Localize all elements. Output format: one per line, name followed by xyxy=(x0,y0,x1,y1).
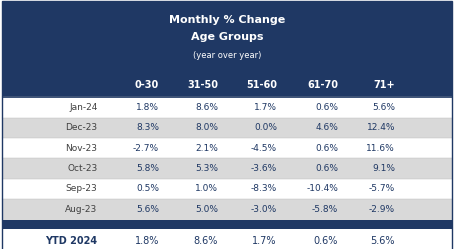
Text: 5.8%: 5.8% xyxy=(136,164,159,173)
Text: 9.1%: 9.1% xyxy=(372,164,395,173)
Text: 0.6%: 0.6% xyxy=(315,164,338,173)
Text: 5.0%: 5.0% xyxy=(195,205,218,214)
Bar xyxy=(2,158,452,179)
Text: 5.6%: 5.6% xyxy=(370,236,395,246)
Bar xyxy=(2,220,452,229)
Text: 5.6%: 5.6% xyxy=(136,205,159,214)
Bar xyxy=(2,1,452,72)
Bar xyxy=(2,72,452,97)
Text: Sep-23: Sep-23 xyxy=(66,185,98,193)
Text: Oct-23: Oct-23 xyxy=(67,164,98,173)
Text: -3.6%: -3.6% xyxy=(251,164,277,173)
Text: YTD 2024: YTD 2024 xyxy=(45,236,98,246)
Text: Monthly % Change: Monthly % Change xyxy=(169,15,285,25)
Text: 8.3%: 8.3% xyxy=(136,123,159,132)
Text: 5.3%: 5.3% xyxy=(195,164,218,173)
Text: 1.7%: 1.7% xyxy=(252,236,277,246)
Text: 8.0%: 8.0% xyxy=(195,123,218,132)
Text: 71+: 71+ xyxy=(373,80,395,90)
Bar xyxy=(2,229,452,249)
Bar xyxy=(2,199,452,220)
Text: -5.8%: -5.8% xyxy=(312,205,338,214)
Text: 1.7%: 1.7% xyxy=(254,103,277,112)
Text: 31-50: 31-50 xyxy=(187,80,218,90)
Text: -10.4%: -10.4% xyxy=(306,185,338,193)
Text: 0.6%: 0.6% xyxy=(314,236,338,246)
Bar xyxy=(2,118,452,138)
Text: 1.0%: 1.0% xyxy=(195,185,218,193)
Text: 2.1%: 2.1% xyxy=(195,144,218,153)
Text: 12.4%: 12.4% xyxy=(366,123,395,132)
Text: 5.6%: 5.6% xyxy=(372,103,395,112)
Text: 0.6%: 0.6% xyxy=(315,144,338,153)
Text: 61-70: 61-70 xyxy=(307,80,338,90)
Text: 4.6%: 4.6% xyxy=(316,123,338,132)
Bar xyxy=(2,179,452,199)
Text: 1.8%: 1.8% xyxy=(134,236,159,246)
Text: -5.7%: -5.7% xyxy=(369,185,395,193)
Text: -2.7%: -2.7% xyxy=(133,144,159,153)
Text: 0.5%: 0.5% xyxy=(136,185,159,193)
Text: Age Groups: Age Groups xyxy=(191,32,263,42)
Text: Aug-23: Aug-23 xyxy=(65,205,98,214)
Bar xyxy=(2,97,452,118)
Text: 8.6%: 8.6% xyxy=(193,236,218,246)
Text: -8.3%: -8.3% xyxy=(251,185,277,193)
Text: 8.6%: 8.6% xyxy=(195,103,218,112)
Text: Jan-24: Jan-24 xyxy=(69,103,98,112)
Text: -2.9%: -2.9% xyxy=(369,205,395,214)
Text: -4.5%: -4.5% xyxy=(251,144,277,153)
Text: -3.0%: -3.0% xyxy=(251,205,277,214)
Text: 0.6%: 0.6% xyxy=(315,103,338,112)
Text: 0-30: 0-30 xyxy=(135,80,159,90)
Text: (year over year): (year over year) xyxy=(193,51,261,60)
Text: 0.0%: 0.0% xyxy=(254,123,277,132)
Text: 51-60: 51-60 xyxy=(246,80,277,90)
Text: Dec-23: Dec-23 xyxy=(65,123,98,132)
Text: Nov-23: Nov-23 xyxy=(66,144,98,153)
Bar xyxy=(2,138,452,158)
Text: 1.8%: 1.8% xyxy=(136,103,159,112)
Text: 11.6%: 11.6% xyxy=(366,144,395,153)
